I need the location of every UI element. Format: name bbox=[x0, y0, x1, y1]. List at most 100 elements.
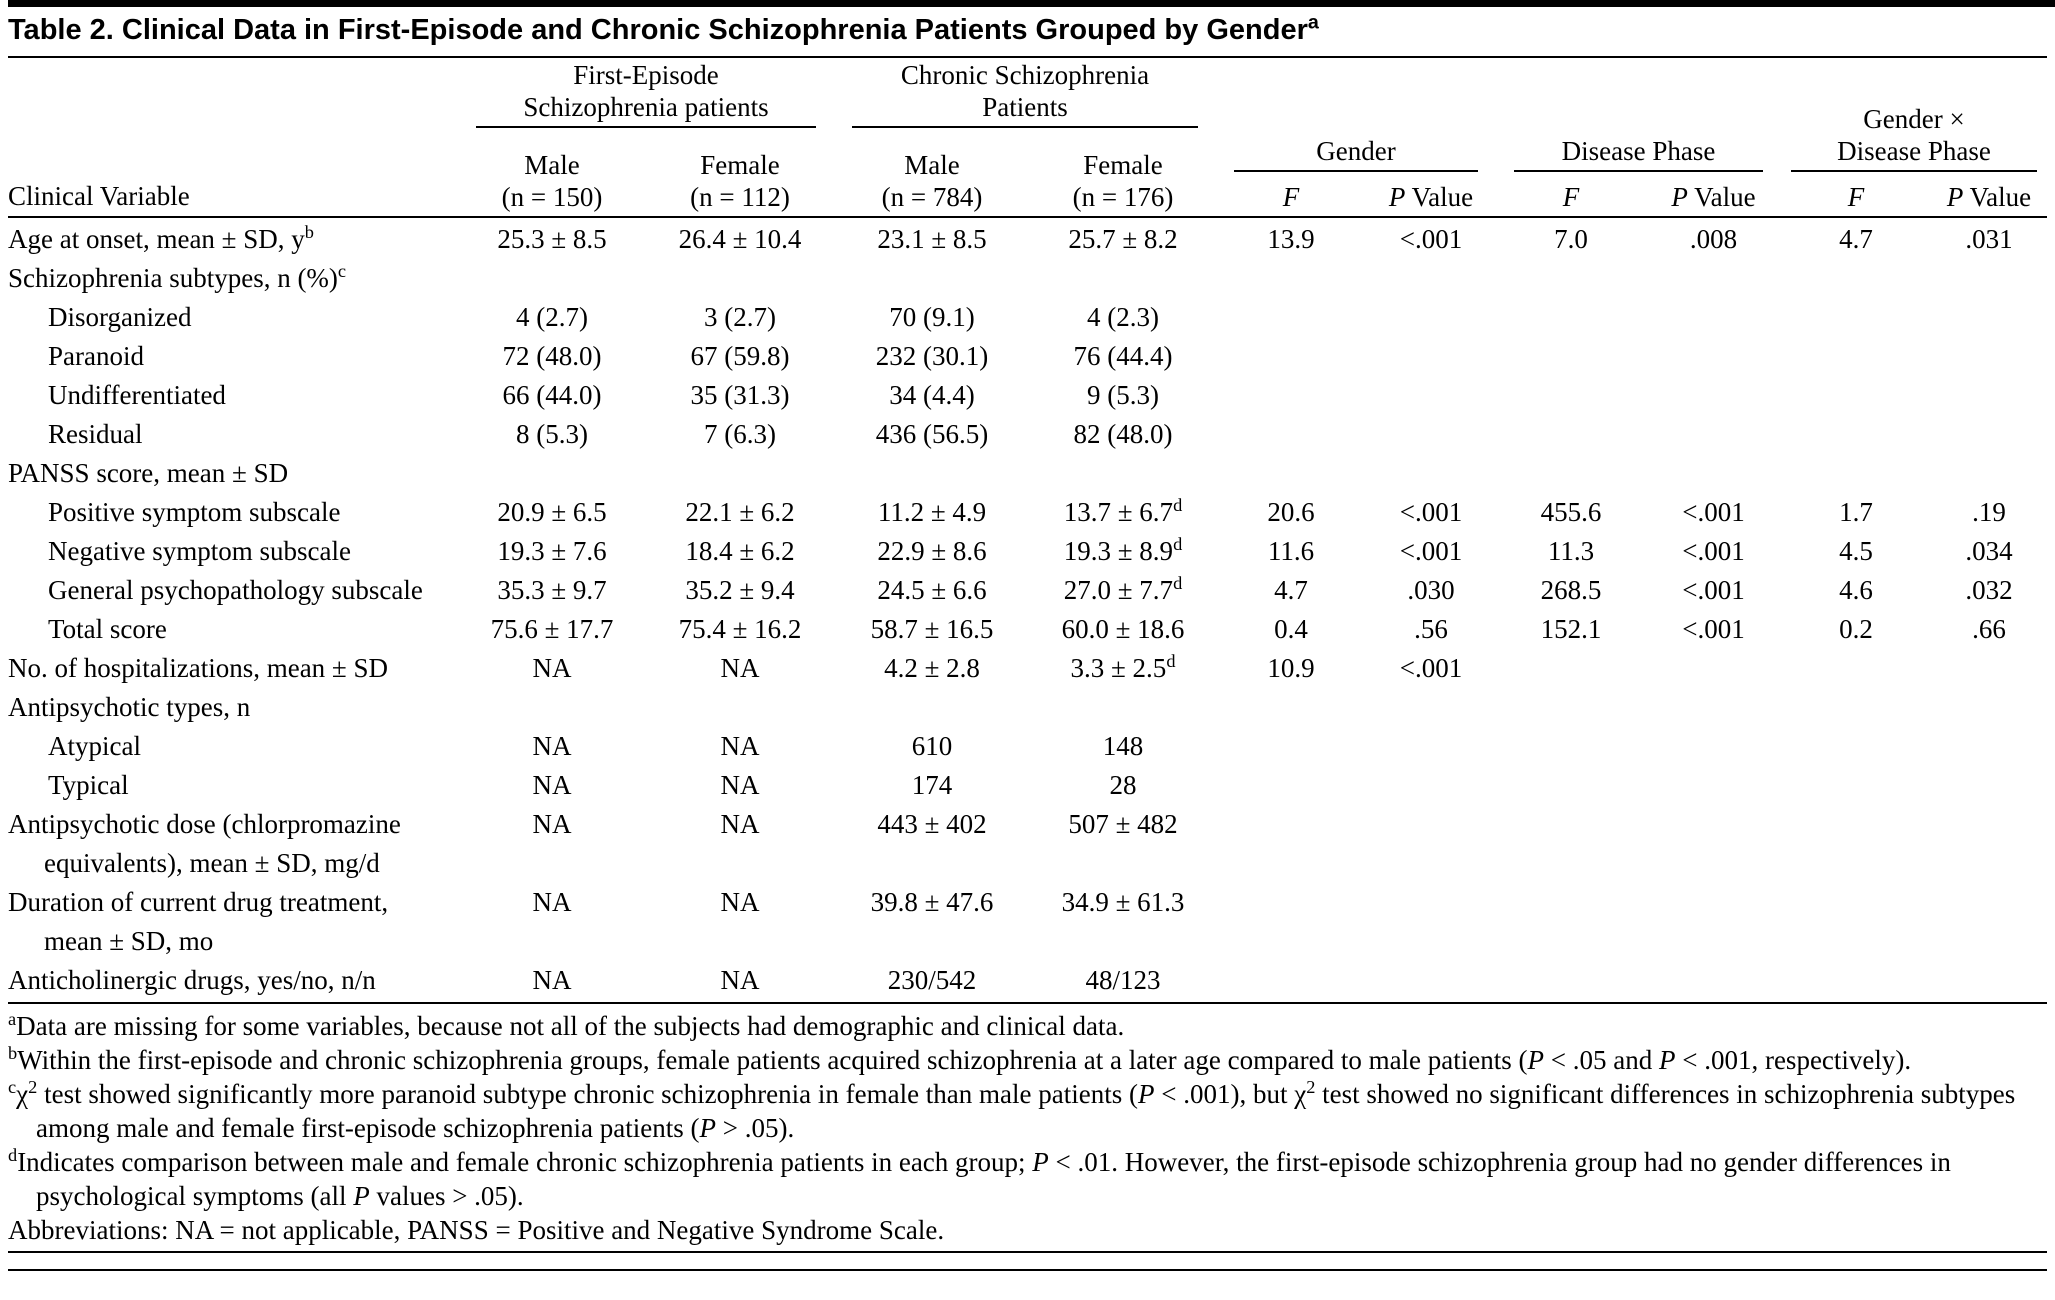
cell-value bbox=[1366, 259, 1496, 298]
column-header-chronic-female: Female (n = 176) bbox=[1030, 149, 1216, 216]
cell-value: 72 (48.0) bbox=[502, 341, 602, 371]
group-label-line: Patients bbox=[982, 92, 1068, 122]
cell-value bbox=[1366, 688, 1496, 727]
cell-value bbox=[1216, 727, 1366, 766]
row-label: PANSS score, mean ± SD bbox=[8, 458, 289, 488]
cell-value: 3 (2.7) bbox=[704, 302, 776, 332]
cell-value bbox=[1496, 961, 1646, 1000]
row-label: Schizophrenia subtypes, n (%)c bbox=[8, 261, 347, 293]
cell-value bbox=[1216, 883, 1366, 961]
cell-value: 23.1 ± 8.5 bbox=[877, 224, 987, 254]
footnote: aData are missing for some variables, be… bbox=[8, 1009, 1125, 1041]
cell-value bbox=[1646, 766, 1781, 805]
column-group-disease-phase: Disease Phase bbox=[1514, 135, 1763, 172]
group-label-line: Gender bbox=[1316, 136, 1396, 166]
cell-value bbox=[834, 454, 1030, 493]
cell-value bbox=[1646, 298, 1781, 337]
cell-value bbox=[1366, 766, 1496, 805]
row-label: Negative symptom subscale bbox=[48, 536, 351, 566]
cell-value: .031 bbox=[1965, 224, 2013, 254]
cell-value bbox=[1931, 337, 2047, 376]
cell-value: 152.1 bbox=[1540, 614, 1602, 644]
cell-value: NA bbox=[720, 887, 760, 917]
cell-value bbox=[1781, 298, 1931, 337]
cell-value bbox=[1781, 805, 1931, 883]
cell-value bbox=[1496, 376, 1646, 415]
cell-value bbox=[1496, 454, 1646, 493]
row-label: Antipsychotic types, n bbox=[8, 692, 251, 722]
cell-value: NA bbox=[720, 965, 760, 995]
cell-value bbox=[1931, 649, 2047, 688]
cell-value bbox=[1496, 727, 1646, 766]
cell-value: .008 bbox=[1689, 224, 1738, 254]
column-header-disease-phase-f: F bbox=[1562, 182, 1580, 212]
subheader-line: Male bbox=[904, 150, 960, 180]
cell-value: 67 (59.8) bbox=[690, 341, 790, 371]
cell-value bbox=[1781, 649, 1931, 688]
column-header-interaction-f: F bbox=[1847, 182, 1865, 212]
cell-value: 10.9 bbox=[1267, 653, 1315, 683]
row-label: Paranoid bbox=[48, 341, 144, 371]
subheader-line: Female bbox=[700, 150, 780, 180]
column-group-gender: Gender bbox=[1234, 135, 1478, 172]
cell-value: 436 (56.5) bbox=[875, 419, 989, 449]
cell-value bbox=[1781, 961, 1931, 1000]
cell-value bbox=[1366, 337, 1496, 376]
cell-value bbox=[1781, 376, 1931, 415]
cell-value: <.001 bbox=[1682, 536, 1745, 566]
cell-value: .66 bbox=[1972, 614, 2006, 644]
cell-value bbox=[646, 259, 834, 298]
cell-value: 48/123 bbox=[1085, 965, 1161, 995]
cell-value bbox=[1216, 766, 1366, 805]
cell-value bbox=[834, 688, 1030, 727]
footnote: cχ2 test showed significantly more paran… bbox=[8, 1077, 2016, 1143]
cell-value bbox=[1931, 259, 2047, 298]
cell-value: 1.7 bbox=[1839, 497, 1873, 527]
column-header-clinical-variable: Clinical Variable bbox=[8, 181, 190, 211]
cell-value: 3.3 ± 2.5d bbox=[1070, 651, 1176, 683]
cell-value bbox=[1931, 961, 2047, 1000]
cell-value bbox=[1496, 298, 1646, 337]
cell-value: 24.5 ± 6.6 bbox=[877, 575, 987, 605]
cell-value: NA bbox=[720, 653, 760, 683]
cell-value: 7.0 bbox=[1554, 224, 1588, 254]
cell-value: <.001 bbox=[1399, 497, 1463, 527]
cell-value: .030 bbox=[1407, 575, 1455, 605]
cell-value bbox=[1496, 688, 1646, 727]
cell-value bbox=[1781, 337, 1931, 376]
cell-value bbox=[1216, 805, 1366, 883]
cell-value bbox=[1646, 961, 1781, 1000]
cell-value: 455.6 bbox=[1540, 497, 1602, 527]
column-header-chronic-male: Male (n = 784) bbox=[834, 149, 1030, 216]
row-label: Residual bbox=[48, 419, 143, 449]
subheader-n: (n = 784) bbox=[881, 182, 983, 212]
cell-value bbox=[1646, 805, 1781, 883]
cell-value bbox=[1931, 376, 2047, 415]
cell-value bbox=[1030, 259, 1216, 298]
cell-value bbox=[1646, 415, 1781, 454]
cell-value bbox=[1366, 883, 1496, 961]
cell-value: 26.4 ± 10.4 bbox=[678, 224, 802, 254]
cell-value bbox=[1496, 415, 1646, 454]
cell-value bbox=[1781, 883, 1931, 961]
row-label: Disorganized bbox=[48, 302, 192, 332]
cell-value: .034 bbox=[1965, 536, 2013, 566]
cell-value: 35 (31.3) bbox=[690, 380, 790, 410]
column-header-gender-f: F bbox=[1282, 182, 1300, 212]
cell-value bbox=[1496, 805, 1646, 883]
cell-value bbox=[1366, 376, 1496, 415]
cell-value: 25.7 ± 8.2 bbox=[1068, 224, 1178, 254]
cell-value: <.001 bbox=[1682, 575, 1745, 605]
cell-value: <.001 bbox=[1399, 653, 1463, 683]
column-header-fe-female: Female (n = 112) bbox=[646, 149, 834, 216]
cell-value: 507 ± 482 bbox=[1068, 809, 1178, 839]
cell-value bbox=[1216, 259, 1366, 298]
subheader-n: (n = 150) bbox=[501, 182, 603, 212]
cell-value: 60.0 ± 18.6 bbox=[1061, 614, 1185, 644]
cell-value bbox=[1931, 805, 2047, 883]
cell-value: 39.8 ± 47.6 bbox=[870, 887, 994, 917]
cell-value bbox=[1646, 883, 1781, 961]
cell-value bbox=[1646, 454, 1781, 493]
cell-value bbox=[1646, 727, 1781, 766]
cell-value bbox=[1216, 298, 1366, 337]
